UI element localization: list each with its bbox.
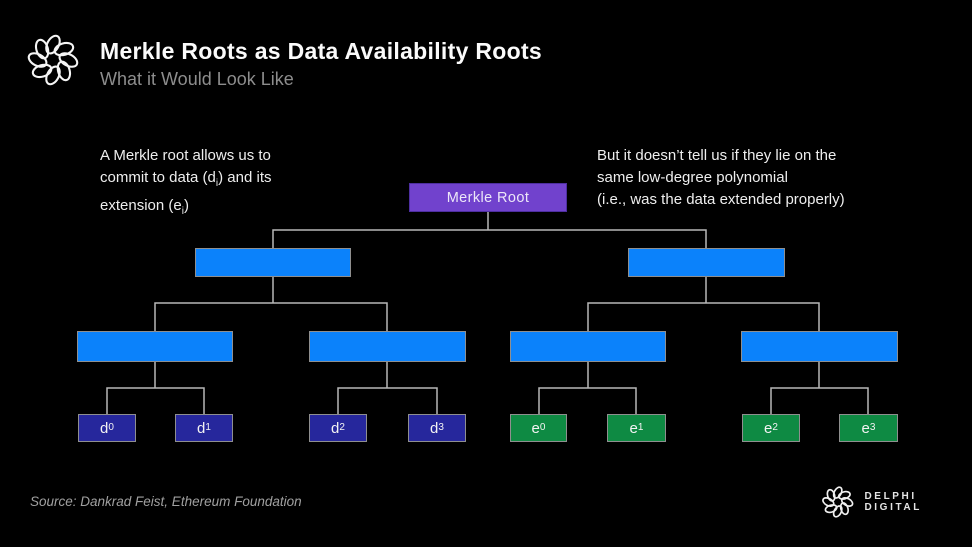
page-subtitle: What it Would Look Like: [100, 69, 294, 89]
annotation-right: But it doesn’t tell us if they lie on th…: [597, 147, 845, 208]
brand-lockup: DELPHI DIGITAL: [820, 483, 972, 521]
internal-node-l3-1: [77, 331, 233, 362]
internal-node-l3-3: [510, 331, 666, 362]
delphi-knot-icon: [27, 34, 79, 86]
annotation-left: A Merkle root allows us to commit to data…: [100, 147, 272, 217]
internal-node-right: [628, 248, 785, 277]
source-attribution: Source: Dankrad Feist, Ethereum Foundati…: [30, 494, 302, 509]
internal-node-l3-2: [309, 331, 466, 362]
delphi-knot-icon-small: [822, 486, 854, 518]
merkle-root-node: Merkle Root: [409, 183, 567, 212]
internal-node-l3-4: [741, 331, 898, 362]
internal-node-left: [195, 248, 351, 277]
brand-name: DELPHI DIGITAL: [864, 491, 922, 513]
page-title: Merkle Roots as Data Availability Roots: [100, 38, 543, 64]
